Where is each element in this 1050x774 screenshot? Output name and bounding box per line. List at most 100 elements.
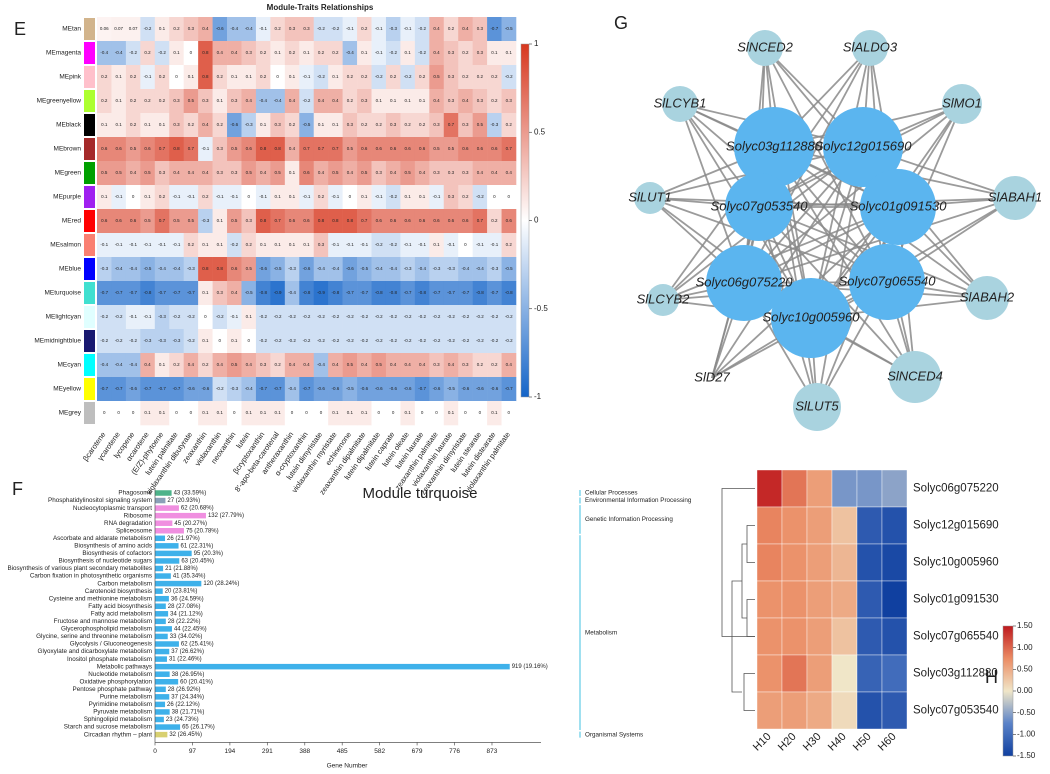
cell-value: -0.2: [375, 74, 383, 79]
heatmap-cell: [400, 233, 416, 258]
cell-value: 0.2: [491, 362, 498, 367]
heatmap-cell: [212, 209, 228, 234]
heatmap-cell: [385, 185, 401, 210]
row-color-swatch: [84, 306, 95, 328]
cell-value: -0.2: [187, 314, 195, 319]
heatmap-cell: [270, 305, 286, 330]
cell-value: -0.9: [317, 290, 325, 295]
node-label: SlLCYB1: [654, 95, 707, 110]
heatmap-cell: [255, 377, 271, 402]
heatmap-cell: [111, 305, 127, 330]
cell-value: 0.4: [231, 50, 238, 55]
heatmap-cell: [443, 41, 459, 66]
heatmap-cell: [501, 377, 517, 402]
heatmap-cell: [385, 137, 401, 162]
heatmap-cell: [487, 137, 502, 162]
heatmap-cell: [429, 329, 445, 354]
cell-value: -0.4: [173, 266, 181, 271]
cell-value: 0.5: [433, 74, 440, 79]
cell-value: -0.1: [346, 242, 354, 247]
value-label: 38 (21.71%): [172, 710, 205, 716]
row-color-swatch: [84, 354, 95, 376]
colorbar-tick-label: -1.00: [1017, 729, 1036, 738]
heatmap-cell: [487, 233, 502, 258]
cell-value: 0.5: [448, 146, 455, 151]
heatmap-cell: [881, 617, 908, 656]
cell-value: -0.7: [100, 386, 108, 391]
cell-value: 0: [247, 194, 250, 199]
cell-value: -0.2: [490, 314, 498, 319]
cell-value: 0.3: [217, 290, 224, 295]
cell-value: -0.2: [433, 338, 441, 343]
heatmap-cell: [125, 41, 141, 66]
cell-value: 0.1: [260, 410, 267, 415]
heatmap-cell: [371, 41, 387, 66]
group-label: Environmental Information Processing: [585, 497, 692, 504]
heatmap-cell: [313, 353, 329, 378]
cell-value: 0.5: [101, 170, 108, 175]
cell-value: -0.1: [100, 242, 108, 247]
heatmap-cell: [154, 281, 170, 306]
row-label: Solyc07g053540: [913, 705, 999, 717]
row-label: MEblack: [56, 122, 82, 129]
cell-value: -0.1: [144, 314, 152, 319]
heatmap-cell: [255, 329, 271, 354]
heatmap-cell: [385, 281, 401, 306]
heatmap-cell: [400, 305, 416, 330]
bar: [155, 731, 168, 738]
heatmap-cell: [241, 329, 257, 354]
heatmap-cell: [487, 353, 502, 378]
cell-value: 0.8: [260, 146, 267, 151]
heatmap-cell: [458, 41, 473, 66]
cell-value: 0.5: [347, 362, 354, 367]
heatmap-cell: [299, 17, 315, 42]
cell-value: 0.3: [390, 122, 397, 127]
cell-value: 0.4: [246, 362, 253, 367]
heatmap-cell: [487, 281, 502, 306]
heatmap-cell: [429, 281, 445, 306]
cell-value: 0.1: [159, 26, 166, 31]
heatmap-cell: [169, 17, 184, 42]
network-node: [993, 176, 1037, 220]
value-label: 28 (26.92%): [168, 687, 201, 693]
heatmap-cell: [400, 329, 416, 354]
heatmap-cell: [299, 281, 315, 306]
row-label: MEcyan: [58, 362, 82, 369]
cell-value: 0.3: [448, 194, 455, 199]
heatmap-cell: [299, 377, 315, 402]
cell-value: 0.4: [289, 98, 296, 103]
heatmap-cell: [284, 65, 300, 90]
heatmap-cell: [781, 617, 808, 656]
heatmap-cell: [154, 401, 170, 426]
heatmap-cell: [371, 305, 387, 330]
cell-value: 0.3: [159, 170, 166, 175]
cell-value: -0.2: [332, 314, 340, 319]
cell-value: -0.2: [303, 338, 311, 343]
cell-value: 0.2: [462, 50, 469, 55]
heatmap-cell: [241, 353, 257, 378]
cell-value: 0.6: [448, 218, 455, 223]
cell-value: 0.5: [116, 170, 123, 175]
row-label: MEblue: [59, 266, 81, 273]
heatmap-cell: [385, 377, 401, 402]
heatmap-cell: [443, 89, 459, 114]
heatmap-cell: [328, 377, 343, 402]
cell-value: -0.4: [317, 362, 325, 367]
value-label: 75 (20.78%): [186, 528, 219, 534]
heatmap-cell: [97, 17, 112, 42]
heatmap-cell: [111, 65, 127, 90]
cell-value: 0.1: [159, 410, 166, 415]
cell-value: 0.1: [116, 74, 123, 79]
cell-value: 0.1: [289, 74, 296, 79]
heatmap-cell: [501, 161, 517, 186]
heatmap-cell: [241, 401, 257, 426]
cell-value: 0.2: [188, 242, 195, 247]
heatmap-cell: [183, 161, 199, 186]
cell-value: 0: [508, 194, 511, 199]
heatmap-cell: [125, 17, 141, 42]
cell-value: 0.1: [289, 194, 296, 199]
heatmap-cell: [429, 233, 445, 258]
cell-value: -0.6: [476, 386, 484, 391]
heatmap-cell: [806, 580, 833, 619]
cell-value: 0.6: [390, 146, 397, 151]
